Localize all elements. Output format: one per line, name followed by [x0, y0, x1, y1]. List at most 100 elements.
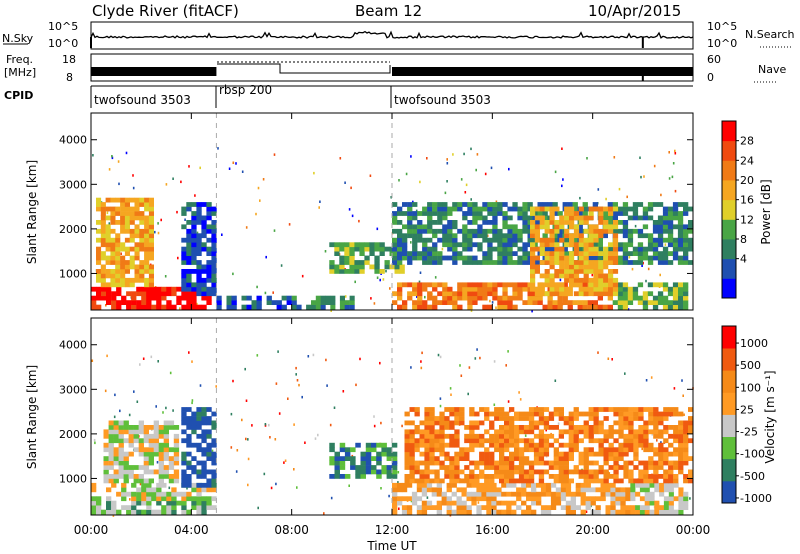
region-6-cell — [211, 260, 217, 265]
region-4-cell — [397, 500, 403, 506]
region-2-cell — [349, 300, 355, 305]
region-9-cell — [569, 220, 575, 225]
region-6-cell — [191, 224, 197, 230]
region-6-cell — [191, 202, 197, 207]
region-4-cell — [615, 487, 621, 493]
region-6-cell — [196, 246, 202, 252]
region-3-cell — [437, 300, 443, 305]
region-0-cell — [166, 505, 172, 510]
region-5-cell — [144, 260, 150, 265]
region-5-cell — [110, 228, 116, 234]
region-8-cell — [657, 220, 664, 225]
region-4-cell — [610, 482, 616, 488]
region-8-cell — [667, 211, 674, 216]
region-0-cell — [141, 500, 147, 506]
region-9-cell — [569, 233, 575, 239]
region-8-cell — [683, 202, 689, 207]
region-6-cell — [479, 420, 485, 426]
region-9-cell — [612, 269, 619, 274]
region-6-cell — [434, 447, 440, 453]
region-3-cell — [437, 282, 443, 288]
region-3-cell — [407, 282, 413, 288]
region-8-cell — [507, 224, 513, 230]
region-6-cell — [588, 451, 594, 457]
region-8-cell — [422, 224, 428, 230]
region-8-cell — [677, 246, 684, 252]
region-6-cell — [196, 282, 202, 288]
scatter-cell — [486, 234, 489, 237]
region-8-cell — [422, 246, 428, 252]
scatter-cell — [211, 449, 214, 453]
region-6-cell — [469, 447, 475, 453]
region-6-cell — [518, 465, 525, 470]
region-6-cell — [643, 425, 649, 430]
scatter-cell — [444, 191, 447, 195]
region-6-cell — [678, 447, 684, 453]
region-4-cell — [416, 482, 423, 488]
region-5-cell — [96, 202, 102, 207]
scatter-cell — [296, 486, 298, 489]
region-6-cell — [434, 456, 440, 461]
region-7-cell — [355, 469, 361, 475]
region-6-cell — [518, 469, 525, 475]
region-9-cell — [559, 286, 565, 292]
region-9-cell — [573, 251, 580, 256]
region-2-cell — [118, 433, 124, 439]
region-7-cell — [329, 242, 335, 248]
region-9-cell — [583, 220, 589, 225]
region-7-cell — [354, 246, 360, 252]
region-8-cell — [522, 224, 528, 230]
scatter-cell — [118, 182, 120, 186]
region-5-cell — [678, 505, 684, 510]
region-4-cell — [540, 509, 547, 515]
region-8-cell — [683, 251, 689, 256]
region-6-cell — [429, 478, 435, 484]
region-6-cell — [628, 433, 634, 439]
region-8-cell — [667, 260, 674, 265]
region-4-cell — [411, 491, 418, 497]
scatter-cell — [180, 180, 182, 184]
region-6-cell — [504, 416, 510, 421]
beam-label: Beam 12 — [355, 2, 422, 20]
region-5-cell — [115, 211, 121, 216]
region-6-cell — [211, 273, 217, 279]
region-5-cell — [124, 264, 130, 270]
colorbar-swatch — [722, 199, 736, 220]
scatter-cell — [613, 156, 616, 159]
region-9-cell — [539, 291, 545, 297]
region-5-cell — [105, 206, 111, 212]
region-6-cell — [583, 465, 589, 470]
region-8-cell — [502, 237, 508, 243]
scatter-cell — [106, 211, 109, 215]
region-3-cell — [181, 478, 187, 484]
region-8-cell — [617, 220, 624, 225]
region-6-cell — [538, 411, 545, 417]
region-3-cell — [492, 295, 498, 301]
region-4-cell — [486, 505, 492, 510]
scatter-cell — [554, 170, 557, 174]
region-5-cell — [110, 260, 116, 265]
region-6-cell — [186, 260, 192, 265]
region-6-cell — [414, 478, 420, 484]
region-9-cell — [612, 255, 619, 261]
region-0-cell — [146, 295, 152, 301]
region-6-cell — [583, 469, 589, 475]
region-3-cell — [582, 300, 588, 305]
region-3-cell — [412, 300, 418, 305]
x-tick-label: 16:00 — [475, 523, 510, 537]
scatter-cell — [257, 506, 259, 510]
region-3-cell — [442, 295, 448, 301]
region-6-cell — [469, 469, 475, 475]
region-0-cell — [156, 286, 162, 292]
region-6-cell — [533, 456, 540, 461]
region-3-cell — [196, 425, 202, 430]
region-8-cell — [462, 228, 468, 234]
region-6-cell — [504, 460, 510, 466]
region-9-cell — [583, 277, 589, 283]
region-4-cell — [401, 482, 408, 488]
region-0-cell — [111, 295, 117, 301]
region-7-cell — [365, 460, 372, 466]
region-6-cell — [623, 465, 629, 470]
region-9-cell — [569, 237, 575, 243]
scatter-cell — [165, 183, 168, 186]
